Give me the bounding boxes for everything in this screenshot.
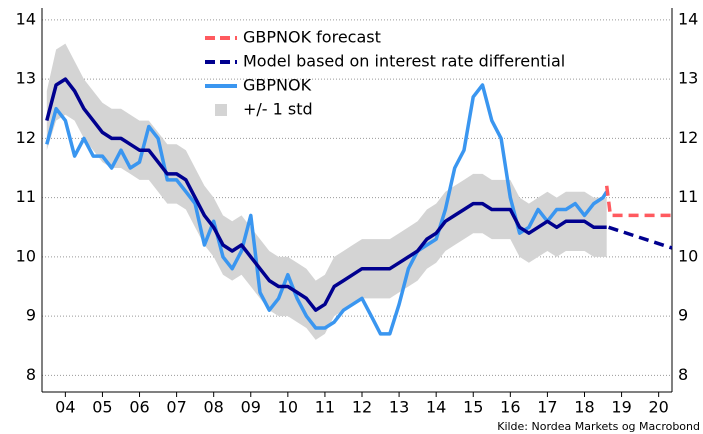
y2-tick-label: 14 [678,9,698,28]
y-tick-label: 11 [16,187,36,206]
y-tick-label: 13 [16,69,36,88]
x-tick-label: 19 [611,398,631,417]
x-tick-label: 17 [537,398,557,417]
x-tick-label: 09 [241,398,261,417]
legend-label: GBPNOK forecast [243,28,381,47]
y2-tick-label: 12 [678,128,698,147]
x-tick-label: 05 [92,398,112,417]
series-line [604,185,672,218]
y-tick-label: 10 [16,246,36,265]
x-tick-label: 07 [166,398,186,417]
x-tick-label: 04 [55,398,75,417]
legend-label: GBPNOK [243,76,312,95]
legend-label: +/- 1 std [243,100,313,119]
x-tick-label: 16 [500,398,520,417]
legend-swatch [215,104,227,116]
x-tick-label: 15 [463,398,483,417]
x-tick-label: 06 [129,398,149,417]
y2-tick-label: 13 [678,69,698,88]
x-tick-label: 10 [278,398,298,417]
model-forecast-line [608,225,673,250]
y-tick-label: 14 [16,9,36,28]
x-tick-label: 12 [352,398,372,417]
y-tick-label: 12 [16,128,36,147]
x-tick-label: 08 [204,398,224,417]
y-tick-label: 8 [26,365,36,384]
y-tick-label: 9 [26,306,36,325]
x-tick-label: 13 [389,398,409,417]
y2-tick-label: 10 [678,246,698,265]
y2-tick-label: 11 [678,187,698,206]
x-tick-label: 11 [315,398,335,417]
x-tick-label: 18 [574,398,594,417]
x-tick-label: 20 [648,398,668,417]
source-note: Kilde: Nordea Markets og Macrobond [497,420,700,433]
series-line [45,77,607,312]
std-band [46,43,607,340]
legend-label: Model based on interest rate differentia… [243,52,565,71]
y2-tick-label: 9 [678,306,688,325]
x-tick-label: 14 [426,398,446,417]
y2-tick-label: 8 [678,365,688,384]
